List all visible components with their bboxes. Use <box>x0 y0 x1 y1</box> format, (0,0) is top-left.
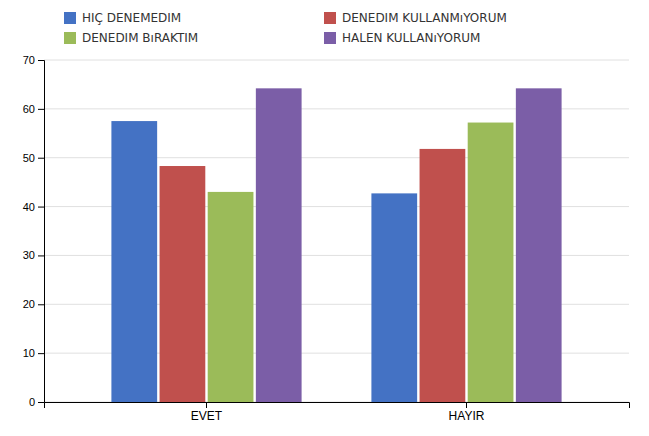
y-tick-label: 60 <box>23 103 35 115</box>
y-tick: 0 <box>29 396 44 408</box>
y-tick: 60 <box>23 103 44 115</box>
y-tick-mark <box>38 60 44 61</box>
bar <box>371 193 417 402</box>
x-tick: HAYIR <box>449 402 485 423</box>
y-tick-mark <box>38 353 44 354</box>
x-axis-line <box>45 403 630 409</box>
y-tick-label: 0 <box>29 396 35 408</box>
grid-line <box>44 60 629 61</box>
y-tick-mark <box>38 109 44 110</box>
series <box>256 88 562 402</box>
bars <box>111 88 561 402</box>
grid <box>44 60 629 402</box>
bar <box>420 149 466 402</box>
legend-swatch <box>324 12 336 24</box>
x-tick: EVET <box>191 402 223 423</box>
legend-label: DENEDIM BıRAKTIM <box>82 31 198 45</box>
chart: 0 10 20 30 40 50 60 70 EVET HAYIR HIÇ DENEMEDIM DEN… <box>0 0 649 436</box>
x-tick-mark <box>206 402 207 408</box>
bar <box>256 88 302 402</box>
bar <box>516 88 562 402</box>
y-tick-label: 30 <box>23 249 35 261</box>
bar <box>111 121 157 402</box>
y-tick: 70 <box>23 54 44 66</box>
y-tick-label: 70 <box>23 54 35 66</box>
legend-label: DENEDIM KULLANMıYORUM <box>342 11 507 25</box>
y-tick-label: 20 <box>23 298 35 310</box>
bar <box>468 123 514 402</box>
y-tick-mark <box>38 158 44 159</box>
y-tick: 50 <box>23 152 44 164</box>
y-tick-mark <box>38 402 44 403</box>
legend-swatch <box>64 12 76 24</box>
x-axis: EVET HAYIR <box>45 402 630 423</box>
legend-item: HALEN KULLANıYORUM <box>324 31 480 45</box>
y-tick-mark <box>38 207 44 208</box>
y-tick-label: 40 <box>23 201 35 213</box>
series <box>208 123 514 402</box>
legend-item: HIÇ DENEMEDIM <box>64 11 181 25</box>
legend-label: HALEN KULLANıYORUM <box>342 31 480 45</box>
plot: 0 10 20 30 40 50 60 70 EVET HAYIR <box>23 54 630 423</box>
x-tick-label: HAYIR <box>449 409 485 423</box>
y-tick-mark <box>38 304 44 305</box>
y-tick-label: 10 <box>23 347 35 359</box>
y-tick: 20 <box>23 298 44 310</box>
y-tick-label: 50 <box>23 152 35 164</box>
y-tick: 40 <box>23 201 44 213</box>
y-tick: 10 <box>23 347 44 359</box>
legend-swatch <box>324 32 336 44</box>
y-axis: 0 10 20 30 40 50 60 70 <box>23 54 45 408</box>
y-axis-line <box>38 61 45 403</box>
bar <box>208 192 254 402</box>
y-tick-mark <box>38 255 44 256</box>
y-tick: 30 <box>23 249 44 261</box>
legend: HIÇ DENEMEDIM DENEDIM KULLANMıYORUM DENEDI… <box>64 11 507 45</box>
x-tick-label: EVET <box>191 409 223 423</box>
legend-label: HIÇ DENEMEDIM <box>82 11 181 25</box>
x-tick-mark <box>466 402 467 408</box>
legend-item: DENEDIM KULLANMıYORUM <box>324 11 507 25</box>
legend-item: DENEDIM BıRAKTIM <box>64 31 198 45</box>
series <box>160 149 466 402</box>
bar <box>160 166 206 402</box>
legend-swatch <box>64 32 76 44</box>
